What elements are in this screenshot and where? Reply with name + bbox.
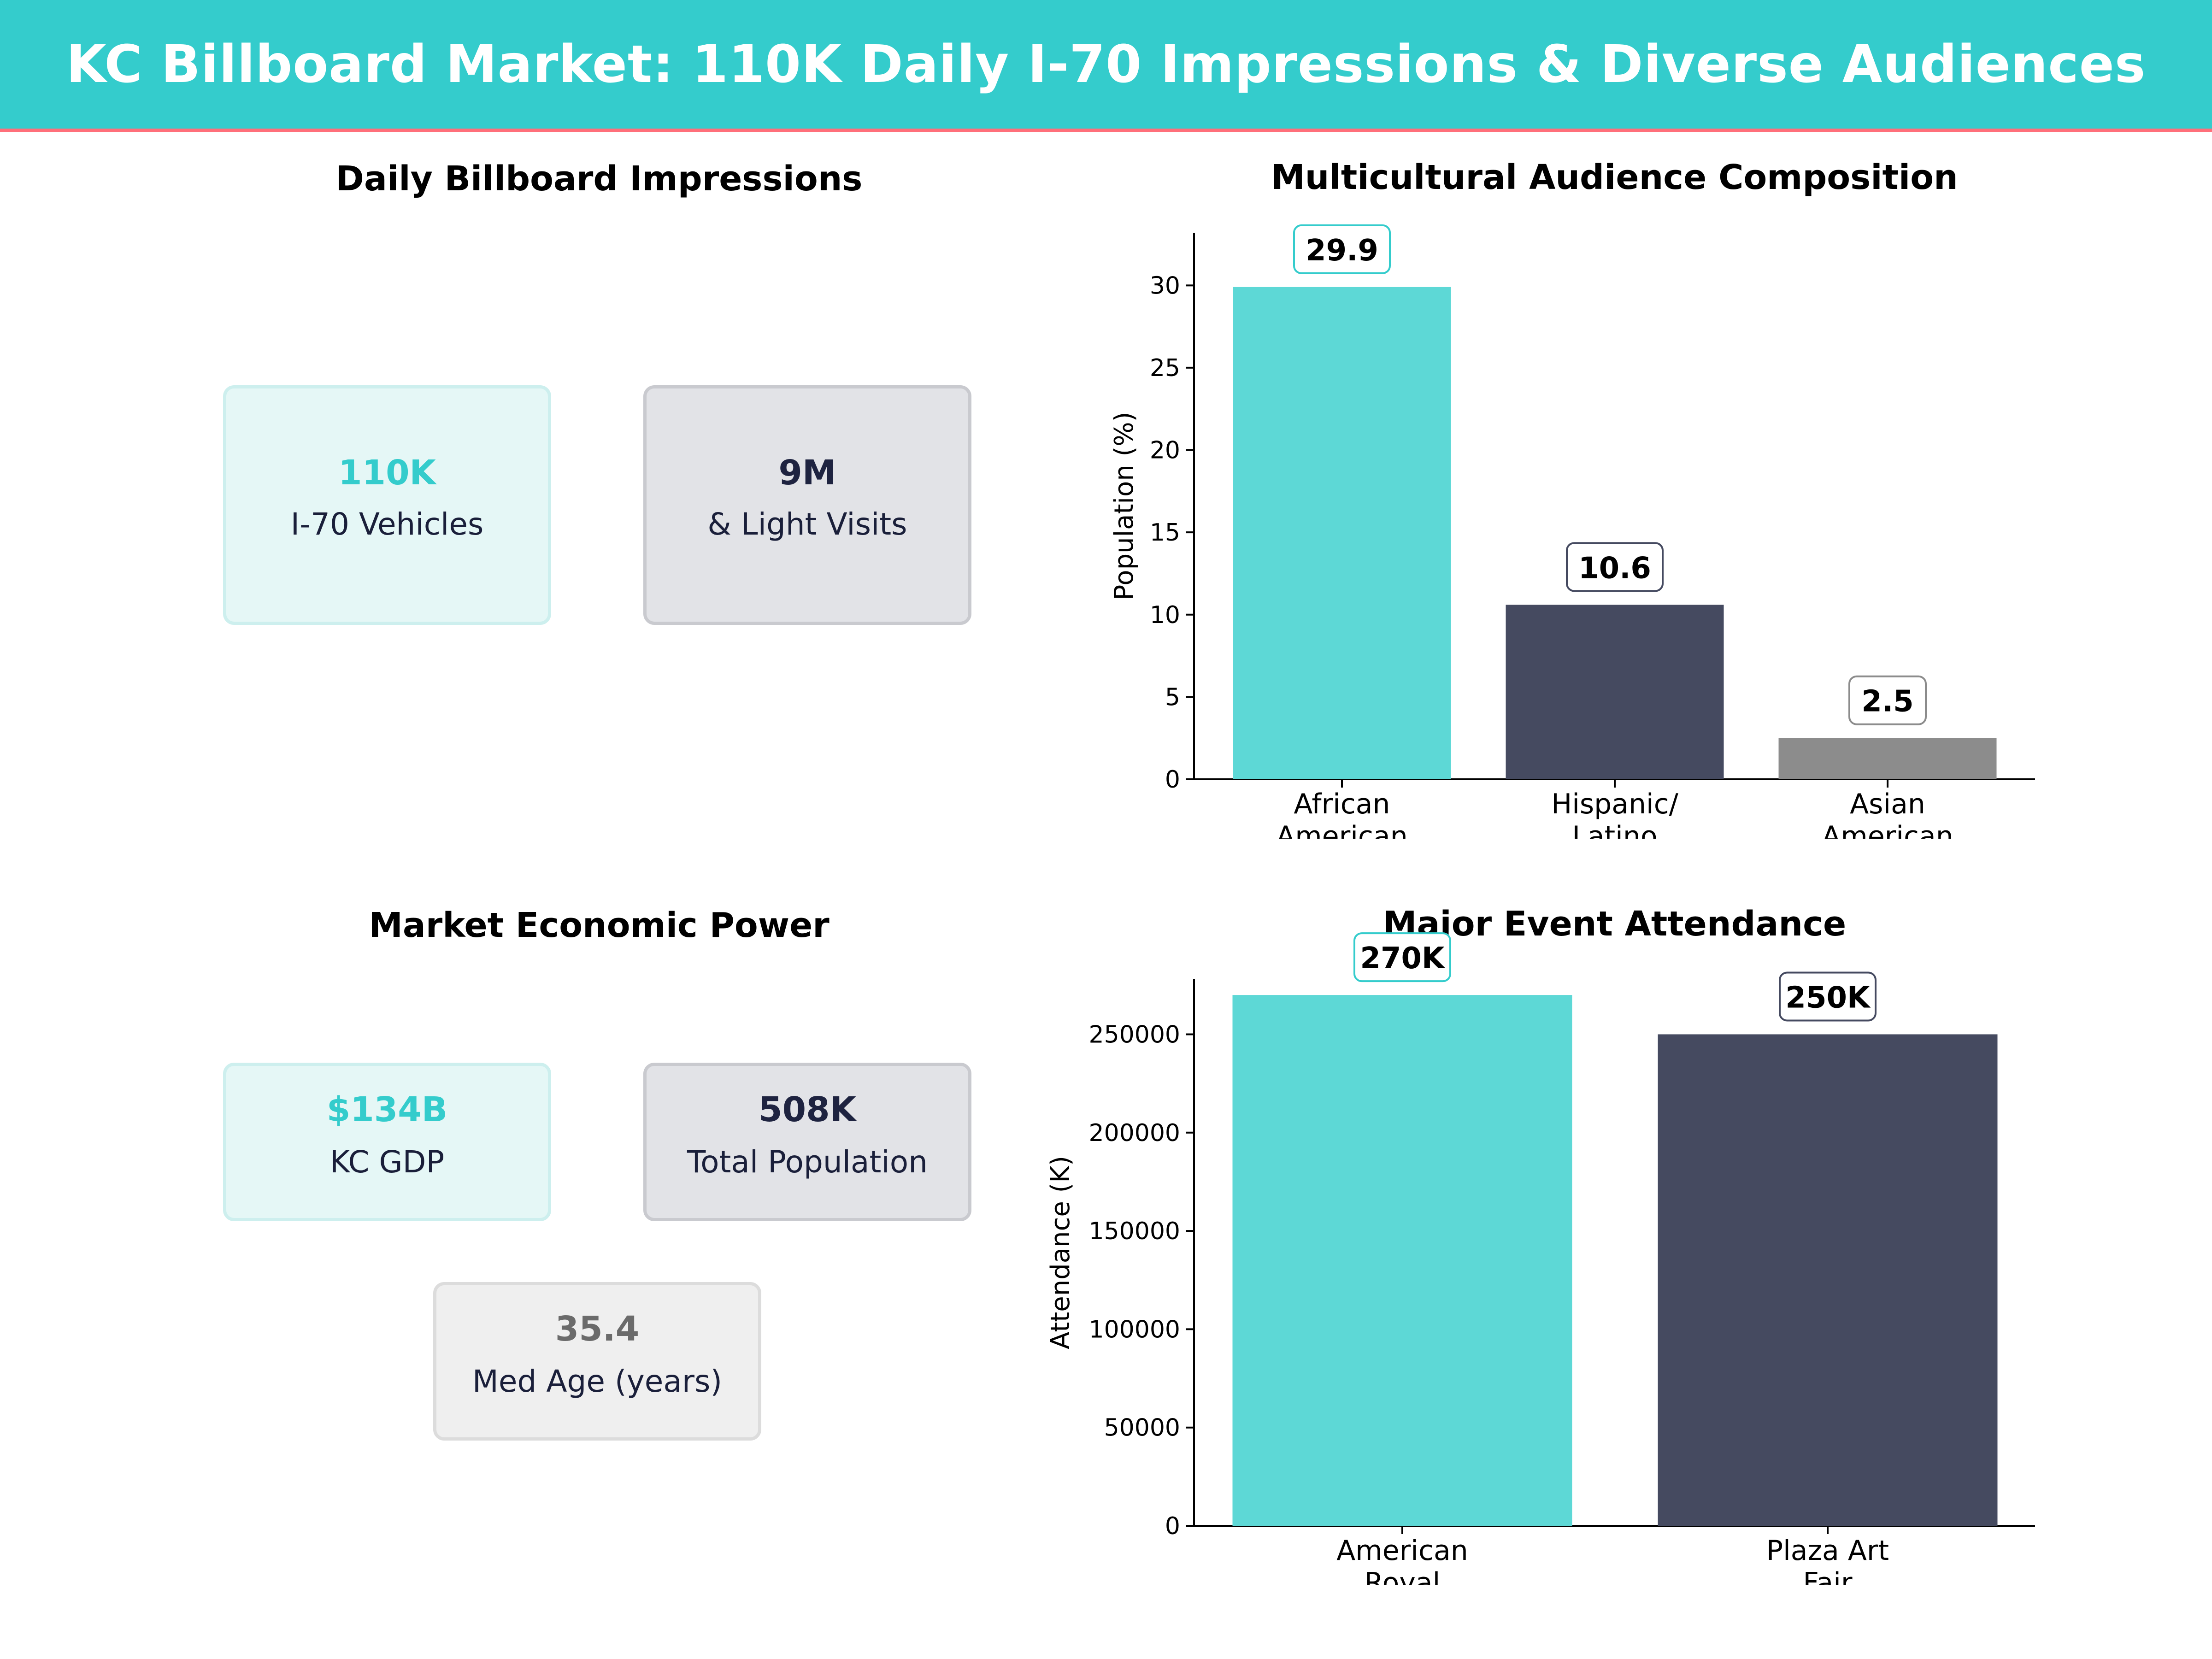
y-tick-label: 0	[1165, 1512, 1180, 1540]
bar	[1233, 287, 1451, 779]
y-tick-label: 30	[1150, 272, 1180, 300]
chart-title: Multicultural Audience Composition	[1271, 158, 1958, 197]
x-tick-label: Plaza Art	[1766, 1535, 1889, 1567]
impressions-title: Daily Billboard Impressions	[335, 159, 863, 199]
kpi-label: KC GDP	[329, 1144, 445, 1180]
y-axis-label: Attendance (K)	[1046, 1156, 1076, 1349]
bar	[1506, 605, 1724, 779]
y-tick-label: 0	[1165, 766, 1180, 794]
y-tick-label: 250000	[1088, 1021, 1180, 1048]
y-tick-label: 150000	[1088, 1218, 1180, 1245]
y-tick-label: 100000	[1088, 1316, 1180, 1343]
x-tick-label: American	[1276, 820, 1408, 839]
data-label-box	[1353, 932, 1451, 982]
chart-title: Major Event Attendance	[1383, 904, 1846, 944]
y-tick-label: 200000	[1088, 1119, 1180, 1147]
kpi-card-median-age: 35.4 Med Age (years)	[433, 1282, 761, 1441]
kpi-value: 35.4	[555, 1309, 640, 1349]
y-tick-label: 50000	[1104, 1414, 1180, 1442]
y-tick-label: 5	[1165, 683, 1180, 711]
x-tick-label: Asian	[1850, 788, 1925, 820]
kpi-label: Med Age (years)	[472, 1364, 723, 1399]
kpi-value: 508K	[759, 1090, 856, 1130]
kpi-label: Total Population	[687, 1144, 928, 1180]
data-label: 10.6	[1578, 551, 1651, 585]
bar	[1232, 995, 1572, 1526]
economic-title: Market Economic Power	[369, 906, 830, 945]
data-label-box	[1293, 224, 1391, 274]
data-label-box	[1848, 675, 1927, 725]
kpi-value: 9M	[778, 453, 836, 493]
kpi-card-vehicles: 110K I-70 Vehicles	[223, 385, 551, 625]
y-tick-label: 25	[1150, 354, 1180, 382]
x-tick-label: American	[1822, 820, 1953, 839]
header-banner: KC Billboard Market: 110K Daily I-70 Imp…	[0, 0, 2212, 132]
kpi-card-population: 508K Total Population	[643, 1063, 971, 1221]
y-tick-label: 10	[1150, 601, 1180, 629]
y-tick-label: 20	[1150, 437, 1180, 465]
audience-composition-chart: Multicultural Audience Composition 0 5 10 15…	[1109, 158, 2035, 839]
event-attendance-chart: Major Event Attendance 0 50000 100000 150000…	[1046, 904, 2035, 1585]
x-tick-label: American	[1336, 1535, 1468, 1567]
x-tick-label: Royal	[1365, 1567, 1441, 1585]
data-label-box	[1566, 542, 1664, 592]
bar	[1778, 738, 1997, 779]
data-label: 2.5	[1861, 685, 1913, 719]
data-label: 270K	[1360, 941, 1446, 976]
y-axis-label: Population (%)	[1109, 412, 1139, 600]
bar	[1658, 1034, 1998, 1526]
x-tick-label: Fair	[1803, 1567, 1852, 1585]
data-label-box	[1779, 971, 1877, 1022]
data-label: 29.9	[1306, 234, 1378, 268]
kpi-card-gdp: $134B KC GDP	[223, 1063, 551, 1221]
x-tick-label: African	[1294, 788, 1390, 820]
kpi-label: I-70 Vehicles	[290, 506, 484, 542]
kpi-card-light-visits: 9M & Light Visits	[643, 385, 971, 625]
data-label: 250K	[1785, 981, 1871, 1015]
kpi-value: 110K	[338, 453, 436, 493]
x-tick-label: Latino	[1572, 820, 1657, 839]
kpi-value: $134B	[326, 1090, 448, 1130]
page-title: KC Billboard Market: 110K Daily I-70 Imp…	[66, 34, 2146, 94]
x-tick-label: Hispanic/	[1551, 788, 1679, 820]
kpi-label: & Light Visits	[707, 506, 907, 542]
y-tick-label: 15	[1150, 519, 1180, 547]
